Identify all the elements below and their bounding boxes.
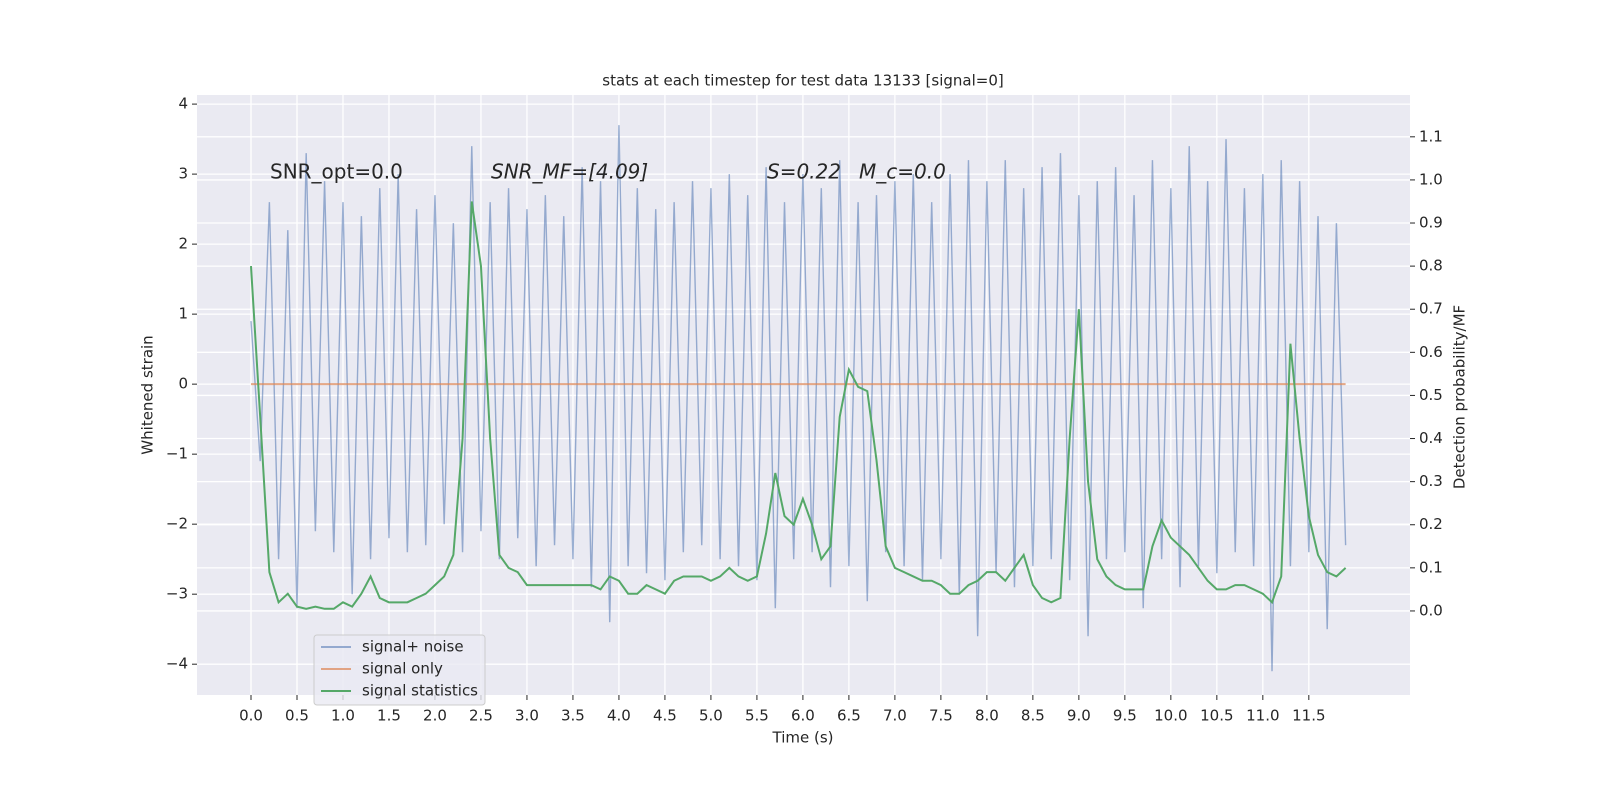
x-tick-label: 5.5 bbox=[745, 707, 769, 725]
x-tick-label: 7.5 bbox=[929, 707, 953, 725]
y-tick-label: 3 bbox=[178, 165, 188, 183]
x-tick-label: 2.0 bbox=[423, 707, 447, 725]
x-tick-label: 6.5 bbox=[837, 707, 861, 725]
x-tick-label: 10.0 bbox=[1154, 707, 1187, 725]
x-tick-label: 1.5 bbox=[377, 707, 401, 725]
legend-label: signal+ noise bbox=[362, 638, 464, 656]
y2-tick-label: 1.0 bbox=[1419, 170, 1443, 188]
y-tick-label: 4 bbox=[178, 95, 188, 113]
x-tick-label: 11.5 bbox=[1292, 707, 1325, 725]
chart-title: stats at each timestep for test data 131… bbox=[602, 72, 1003, 90]
x-tick-label: 4.0 bbox=[607, 707, 631, 725]
x-tick-label: 5.0 bbox=[699, 707, 723, 725]
x-tick-label: 0.0 bbox=[239, 707, 263, 725]
x-tick-label: 3.0 bbox=[515, 707, 539, 725]
y2-tick-label: 0.4 bbox=[1419, 429, 1443, 447]
y-tick-label: −3 bbox=[166, 585, 188, 603]
y2-tick-label: 0.3 bbox=[1419, 472, 1443, 490]
x-axis-label: Time (s) bbox=[772, 729, 834, 747]
x-tick-label: 6.0 bbox=[791, 707, 815, 725]
y2-tick-label: 0.9 bbox=[1419, 214, 1443, 232]
x-tick-label: 4.5 bbox=[653, 707, 677, 725]
x-tick-label: 0.5 bbox=[285, 707, 309, 725]
y2-tick-label: 0.2 bbox=[1419, 515, 1443, 533]
y2-tick-label: 0.1 bbox=[1419, 558, 1443, 576]
x-tick-label: 9.0 bbox=[1067, 707, 1091, 725]
legend-label: signal only bbox=[362, 660, 443, 678]
y2-tick-label: 0.5 bbox=[1419, 386, 1443, 404]
annotation: S=0.22 bbox=[767, 160, 841, 184]
x-tick-label: 9.5 bbox=[1113, 707, 1137, 725]
x-tick-label: 2.5 bbox=[469, 707, 493, 725]
y-tick-label: 1 bbox=[178, 305, 188, 323]
annotation: SNR_MF=[4.09] bbox=[491, 160, 648, 184]
x-tick-label: 8.0 bbox=[975, 707, 999, 725]
x-tick-label: 3.5 bbox=[561, 707, 585, 725]
y2-tick-label: 0.8 bbox=[1419, 257, 1443, 275]
legend-box bbox=[313, 634, 486, 706]
y-tick-label: −1 bbox=[166, 445, 188, 463]
y2-tick-label: 1.1 bbox=[1419, 127, 1443, 145]
series-line bbox=[249, 201, 1347, 610]
y2-axis-label: Detection probability/MF bbox=[1451, 305, 1469, 489]
y-axis-label: Whitened strain bbox=[139, 335, 157, 454]
x-tick-label: 8.5 bbox=[1021, 707, 1045, 725]
y2-tick-label: 0.7 bbox=[1419, 300, 1443, 318]
y2-tick-label: 0.0 bbox=[1419, 601, 1443, 619]
x-tick-label: 10.5 bbox=[1200, 707, 1233, 725]
legend-label: signal statistics bbox=[362, 682, 478, 700]
x-tick-label: 7.0 bbox=[883, 707, 907, 725]
x-tick-label: 1.0 bbox=[331, 707, 355, 725]
x-tick-label: 11.0 bbox=[1246, 707, 1279, 725]
y-tick-label: −4 bbox=[166, 655, 188, 673]
y-tick-label: 2 bbox=[178, 235, 188, 253]
y-tick-label: 0 bbox=[178, 375, 188, 393]
annotation: M_c=0.0 bbox=[859, 160, 946, 184]
y2-tick-label: 0.6 bbox=[1419, 343, 1443, 361]
y-tick-label: −2 bbox=[166, 515, 188, 533]
annotation: SNR_opt=0.0 bbox=[270, 160, 403, 184]
series-line bbox=[250, 125, 1347, 672]
